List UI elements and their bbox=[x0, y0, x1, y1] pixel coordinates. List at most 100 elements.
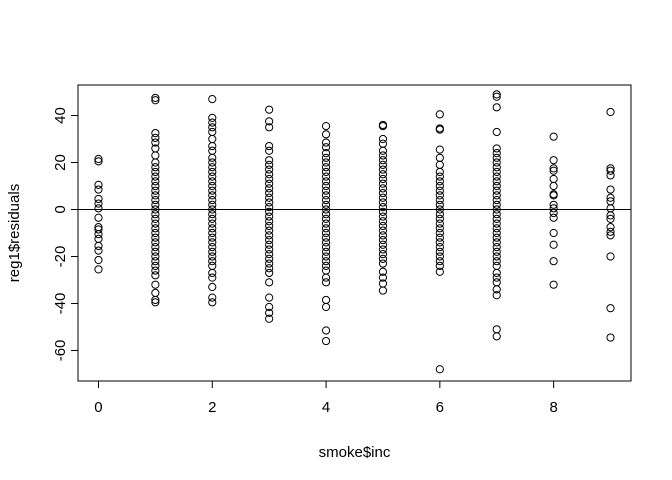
data-point bbox=[208, 158, 217, 167]
data-point bbox=[265, 141, 274, 151]
data-point bbox=[435, 267, 444, 276]
data-point bbox=[606, 166, 615, 175]
data-point bbox=[492, 252, 501, 261]
data-point bbox=[435, 160, 444, 169]
data-point bbox=[208, 153, 217, 162]
data-point bbox=[208, 163, 217, 172]
data-point bbox=[321, 266, 331, 275]
data-point bbox=[492, 268, 501, 278]
data-point bbox=[151, 298, 160, 307]
y-tick-label: -20 bbox=[52, 246, 69, 268]
data-point bbox=[435, 110, 444, 119]
data-point bbox=[378, 245, 388, 254]
data-point bbox=[265, 302, 274, 312]
data-point bbox=[492, 278, 501, 287]
data-point bbox=[151, 186, 160, 195]
data-point bbox=[321, 167, 331, 177]
data-point bbox=[151, 252, 160, 261]
data-point bbox=[321, 278, 331, 287]
x-tick-label: 8 bbox=[549, 399, 557, 416]
data-point bbox=[321, 336, 331, 346]
data-point bbox=[265, 268, 274, 278]
data-point bbox=[378, 193, 388, 202]
data-point bbox=[321, 302, 331, 312]
data-point bbox=[94, 194, 103, 204]
data-point bbox=[265, 179, 274, 188]
data-point bbox=[321, 196, 331, 205]
data-point bbox=[606, 211, 615, 220]
data-point bbox=[151, 200, 160, 209]
data-point bbox=[265, 184, 274, 193]
data-point bbox=[208, 219, 217, 228]
data-point bbox=[549, 240, 558, 249]
data-point bbox=[378, 151, 388, 160]
x-tick-label: 2 bbox=[208, 399, 216, 416]
data-point bbox=[435, 196, 444, 205]
data-point bbox=[321, 143, 331, 152]
data-point bbox=[151, 219, 160, 228]
data-point bbox=[606, 304, 615, 313]
data-point bbox=[492, 243, 501, 252]
data-point bbox=[265, 188, 274, 198]
data-point bbox=[492, 153, 501, 162]
data-point bbox=[208, 247, 217, 256]
data-point bbox=[378, 146, 388, 155]
data-point bbox=[208, 127, 217, 137]
data-point bbox=[151, 238, 160, 247]
data-point bbox=[265, 117, 274, 126]
data-point bbox=[549, 156, 558, 165]
data-point bbox=[321, 172, 331, 181]
data-point bbox=[321, 210, 331, 219]
data-point bbox=[208, 186, 217, 195]
data-point bbox=[208, 95, 217, 104]
data-point bbox=[265, 146, 274, 155]
data-point bbox=[151, 167, 160, 177]
data-point bbox=[265, 198, 274, 207]
data-point bbox=[435, 228, 444, 238]
data-point bbox=[378, 160, 388, 169]
data-point bbox=[435, 181, 444, 191]
data-point bbox=[265, 293, 274, 302]
data-point bbox=[151, 205, 160, 214]
data-point bbox=[435, 257, 444, 266]
data-point bbox=[492, 228, 501, 238]
data-point bbox=[435, 219, 444, 228]
data-point bbox=[265, 226, 274, 235]
data-point bbox=[265, 278, 274, 287]
data-point bbox=[208, 268, 217, 278]
data-point bbox=[321, 233, 331, 242]
data-point bbox=[378, 198, 388, 207]
data-point bbox=[492, 291, 501, 300]
data-point bbox=[265, 259, 274, 268]
data-point bbox=[435, 243, 444, 252]
data-point bbox=[606, 204, 615, 213]
data-point bbox=[492, 167, 501, 177]
data-point bbox=[321, 130, 331, 139]
data-point bbox=[492, 149, 501, 158]
data-point bbox=[208, 282, 217, 292]
data-point bbox=[492, 238, 501, 247]
data-point bbox=[435, 233, 444, 242]
data-point bbox=[151, 210, 160, 219]
data-point bbox=[265, 245, 274, 254]
data-point bbox=[151, 243, 160, 252]
data-point bbox=[321, 326, 331, 335]
data-point bbox=[606, 333, 615, 342]
data-point bbox=[549, 257, 558, 266]
data-point bbox=[151, 257, 160, 266]
data-point bbox=[492, 181, 501, 191]
y-tick-label: 0 bbox=[52, 205, 69, 213]
data-point bbox=[265, 217, 274, 226]
data-point bbox=[378, 122, 388, 131]
data-point bbox=[321, 224, 331, 233]
data-point bbox=[265, 314, 274, 323]
data-point bbox=[492, 92, 501, 101]
data-point bbox=[492, 325, 501, 334]
data-point bbox=[94, 234, 103, 243]
data-point bbox=[208, 293, 217, 302]
data-point bbox=[151, 247, 160, 256]
data-point bbox=[151, 280, 160, 289]
data-point bbox=[378, 212, 388, 221]
data-point bbox=[606, 185, 615, 194]
data-point bbox=[435, 145, 444, 154]
